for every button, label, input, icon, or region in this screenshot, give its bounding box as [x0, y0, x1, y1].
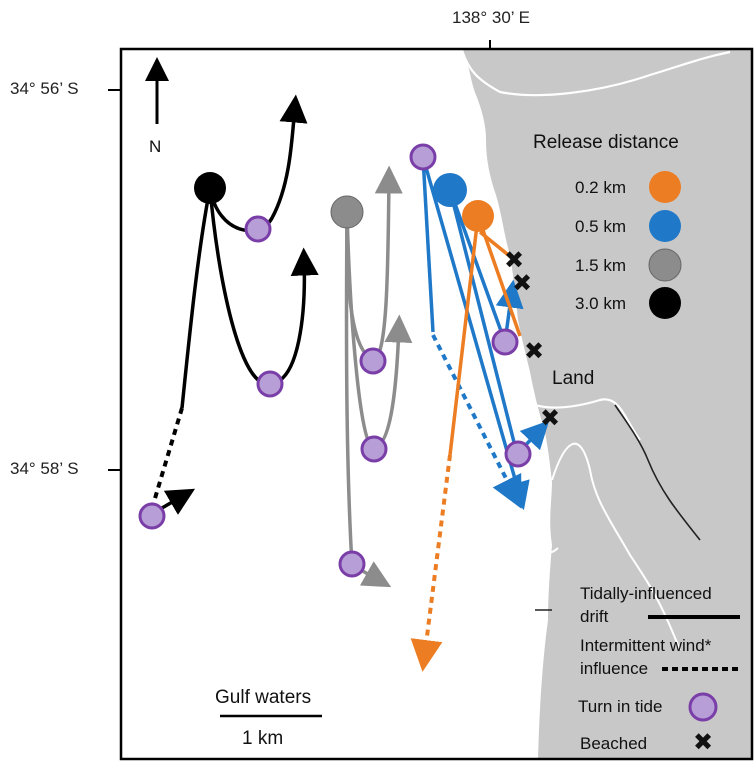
legend-wind-label: Intermittent wind* [580, 636, 712, 655]
track-1.5km-south [344, 211, 392, 588]
turn-marker [359, 347, 387, 375]
legend-beached-label: Beached [580, 734, 647, 753]
map-frame [119, 47, 754, 761]
track-0.2km-2 [478, 230, 514, 260]
legend-turn-label: Turn in tide [578, 697, 662, 716]
track-0.5km-1 [421, 156, 435, 333]
beached-x-icon: ✖ [504, 247, 524, 274]
north-label: N [149, 137, 161, 156]
land-label: Land [552, 368, 594, 389]
inland-line [614, 404, 701, 541]
coastal-road-2 [519, 547, 559, 556]
turn-marker [338, 550, 366, 578]
legend-tidal-label: Tidally-influenced [580, 584, 712, 603]
turn-markers [138, 143, 532, 578]
longitude-label: 138° 30’ E [452, 8, 531, 27]
turn-marker [360, 435, 388, 463]
coastal-road [497, 356, 641, 441]
release-point-3km [194, 172, 226, 204]
turn-marker [504, 440, 532, 468]
turn-marker [491, 328, 519, 356]
legend-tidal-label-2: drift [580, 607, 609, 626]
scale-bar-label: 1 km [242, 728, 283, 749]
water-label: Gulf waters [215, 687, 311, 708]
turn-marker [409, 143, 437, 171]
release-legend-label: 0.2 km [575, 178, 626, 197]
coastal-creek [460, 49, 731, 97]
track-3km-to-southwest [180, 187, 212, 409]
latitude-label-top: 34° 56’ S [10, 79, 79, 98]
release-legend-swatch [649, 210, 681, 242]
track-3km-wind [148, 407, 184, 516]
beached-x-icon: ✖ [524, 338, 544, 365]
release-legend-title: Release distance [533, 132, 679, 153]
release-legend-swatch [649, 171, 681, 203]
beached-x-icon: ✖ [540, 405, 560, 432]
track-0.5km-2 [421, 156, 530, 511]
track-0.2km-3-wind [410, 454, 452, 672]
release-legend-label: 3.0 km [575, 294, 626, 313]
legend-wind-label-2: influence [580, 659, 648, 678]
turn-marker [138, 502, 166, 530]
track-0.5km-1-wind [431, 334, 522, 509]
latitude-label-bottom: 34° 58’ S [10, 459, 79, 478]
track-0.2km-3 [448, 215, 480, 456]
beached-x-icon: ✖ [512, 270, 532, 297]
turn-marker [256, 370, 284, 398]
release-point-1.5km [330, 195, 364, 229]
legend-beached-icon: ✖ [693, 729, 713, 756]
river [551, 442, 681, 651]
release-point-0.2km [462, 200, 494, 232]
turn-marker [244, 215, 272, 243]
release-legend-swatch [648, 248, 682, 282]
release-legend-label: 1.5 km [575, 256, 626, 275]
release-legend-label: 0.5 km [575, 217, 626, 236]
track-3km-to-north [208, 94, 308, 233]
release-point-0.5km [433, 173, 467, 207]
legend-turn-icon [688, 692, 718, 722]
beached-markers: ✖ ✖ ✖ ✖ [504, 247, 560, 432]
release-legend-swatch [649, 287, 681, 319]
